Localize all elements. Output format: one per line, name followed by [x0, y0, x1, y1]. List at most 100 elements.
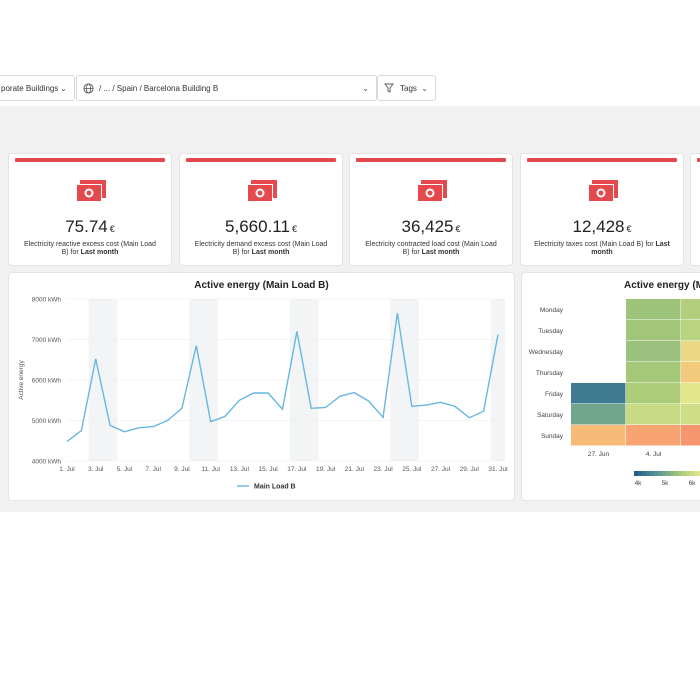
- x-tick-label: 7. Jul: [145, 466, 161, 473]
- kpi-value-number: 75.74: [65, 217, 108, 236]
- colorbar-segment: [658, 471, 663, 476]
- data-point: [109, 424, 111, 426]
- buildings-selector-label: porate Buildings: [1, 83, 59, 93]
- x-tick-label: 11. Jul: [201, 466, 220, 473]
- kpi-card-demand-excess: 5,660.11 € Electricity demand excess cost…: [179, 153, 343, 266]
- colorbar-tick-label: 4k: [635, 480, 643, 487]
- kpi-value: 36,425 €: [350, 217, 512, 237]
- x-tick-label: 29. Jul: [460, 466, 480, 473]
- x-tick-label: 25. Jul: [402, 466, 422, 473]
- line-chart: 4000 kWh 5000 kWh 6000 kWh 7000 kWh 8000 kWh…: [18, 297, 508, 491]
- colorbar-tick-label: 5k: [662, 480, 670, 487]
- y-tick-label: 8000 kWh: [32, 297, 62, 304]
- kpi-description-text: Electricity reactive excess cost (Main L…: [24, 241, 156, 256]
- heatmap-row-label: Monday: [540, 307, 564, 314]
- data-point: [152, 426, 154, 428]
- kpi-value: 75.74 €: [9, 217, 171, 237]
- heatmap-cell: [571, 383, 626, 404]
- kpi-card-reactive-excess: 75.74 € Electricity reactive excess cost …: [8, 153, 172, 266]
- chevron-down-icon: ⌄: [421, 84, 428, 93]
- globe-icon: [83, 82, 94, 94]
- card-accent-bar: [15, 158, 165, 162]
- colorbar-segment: [686, 471, 691, 476]
- buildings-selector[interactable]: porate Buildings ⌄: [0, 75, 75, 101]
- colorbar-segment: [690, 471, 695, 476]
- x-tick-label: 23. Jul: [373, 466, 393, 473]
- data-point: [181, 407, 183, 409]
- location-selector[interactable]: / ... / Spain / Barcelona Building B ⌄: [76, 75, 377, 101]
- data-point: [195, 345, 197, 347]
- data-point: [382, 416, 384, 418]
- kpi-value-number: 5,660.11: [225, 217, 290, 236]
- card-accent-bar: [356, 158, 506, 162]
- heatmap-row-label: Wednesday: [529, 349, 564, 356]
- colorbar-segment: [682, 471, 687, 476]
- kpi-value-number: 12,428: [572, 217, 625, 236]
- data-point: [440, 401, 442, 403]
- data-point: [339, 395, 341, 397]
- tags-label: Tags: [400, 83, 417, 93]
- chevron-down-icon: ⌄: [60, 84, 67, 93]
- x-tick-label: 27. Jul: [431, 466, 451, 473]
- toolbar: porate Buildings ⌄ / ... / Spain / Barce…: [0, 75, 700, 101]
- heatmap-cell: [626, 404, 681, 425]
- kpi-description: Electricity taxes cost (Main Load B) for…: [533, 241, 671, 257]
- kpi-value-number: 36,425: [401, 217, 454, 236]
- dashboard-header-band: [0, 106, 700, 142]
- heatmap-cell: [681, 362, 700, 383]
- colorbar-segment: [666, 471, 671, 476]
- x-tick-label: 1. Jul: [59, 466, 75, 473]
- y-tick-label: 7000 kWh: [32, 337, 62, 344]
- tags-filter[interactable]: Tags ⌄: [377, 75, 436, 101]
- heatmap-cell: [681, 341, 700, 362]
- heatmap-row-label: Friday: [545, 391, 564, 398]
- data-point: [325, 407, 327, 409]
- colorbar-segment: [698, 471, 700, 476]
- heatmap-cell: [681, 425, 700, 446]
- y-tick-label: 6000 kWh: [32, 378, 62, 385]
- kpi-card-contracted-load: 36,425 € Electricity contracted load cost…: [349, 153, 513, 266]
- data-point: [224, 416, 226, 418]
- kpi-currency: €: [291, 224, 297, 234]
- line-chart-panel: Active energy (Main Load B) 4000 kWh 5000…: [8, 272, 515, 501]
- kpi-currency: €: [455, 224, 461, 234]
- colorbar-segment: [642, 471, 647, 476]
- x-tick-label: 5. Jul: [117, 466, 133, 473]
- filter-icon: [384, 83, 394, 93]
- data-point: [353, 392, 355, 394]
- data-point: [310, 407, 312, 409]
- data-point: [454, 405, 456, 407]
- y-tick-label: 5000 kWh: [32, 418, 62, 425]
- banknote-icon: [76, 180, 106, 202]
- heatmap-panel: Active energy (M Monday Tuesday Wednesday T…: [521, 272, 700, 501]
- data-point: [124, 431, 126, 433]
- data-point: [239, 399, 241, 401]
- heatmap-cell: [626, 362, 681, 383]
- heatmap-cell: [571, 425, 626, 446]
- heatmap-cell: [626, 320, 681, 341]
- location-breadcrumb: / ... / Spain / Barcelona Building B: [99, 83, 219, 93]
- x-tick-label: 17. Jul: [287, 466, 307, 473]
- heatmap-cell: [626, 299, 681, 320]
- y-axis-label: Active energy: [18, 360, 25, 400]
- kpi-currency: €: [626, 224, 632, 234]
- chevron-down-icon: ⌄: [362, 84, 369, 93]
- kpi-value: 5,660.11 €: [180, 217, 342, 237]
- kpi-card-taxes: 12,428 € Electricity taxes cost (Main Loa…: [520, 153, 684, 266]
- line-chart-title: Active energy (Main Load B): [194, 280, 329, 291]
- colorbar-segment: [634, 471, 639, 476]
- heatmap-cell: [681, 404, 700, 425]
- data-point: [267, 392, 269, 394]
- kpi-description: Electricity reactive excess cost (Main L…: [21, 241, 159, 257]
- heatmap-row-label: Tuesday: [538, 328, 563, 335]
- kpi-description: Electricity demand excess cost (Main Loa…: [192, 241, 330, 257]
- kpi-description-text: Electricity taxes cost (Main Load B) for: [534, 241, 654, 248]
- x-tick-label: 13. Jul: [230, 466, 250, 473]
- colorbar-segment: [694, 471, 699, 476]
- colorbar-segment: [650, 471, 655, 476]
- y-tick-label: 4000 kWh: [32, 459, 62, 466]
- data-point: [425, 404, 427, 406]
- colorbar-segment: [670, 471, 675, 476]
- heatmap-cell: [681, 299, 700, 320]
- data-point: [210, 421, 212, 423]
